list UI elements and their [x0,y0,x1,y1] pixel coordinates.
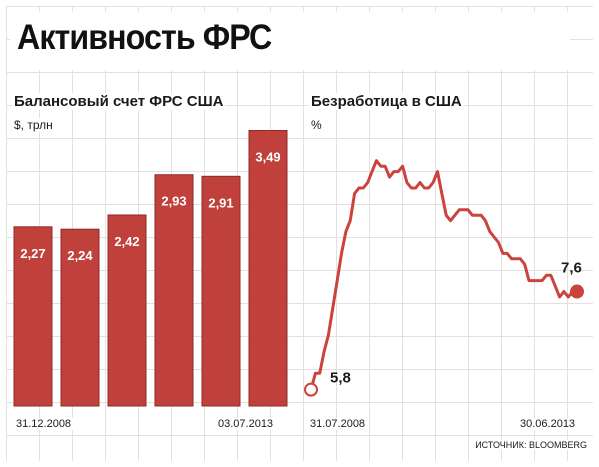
bar-5 [201,175,241,407]
unemployment-line [309,159,579,392]
line-chart-unit-label: % [309,118,324,132]
bar-series: 2,27 2,24 2,42 2,93 2,91 3,49 [13,130,288,407]
bar-6 [248,130,288,407]
line-end-value-label: 7,6 [561,260,582,277]
line-series: 5,8 7,6 [304,159,584,397]
bar-value-label-2: 2,24 [67,248,93,263]
line-start-marker [304,382,318,397]
bar-2 [60,228,100,407]
bar-4 [154,174,194,407]
line-x-tick-start: 31.07.2008 [308,418,368,430]
bar-1 [13,226,53,407]
bar-value-label-3: 2,42 [114,234,139,249]
line-chart-title: Безработица в США [309,93,464,110]
bar-3 [107,214,147,407]
chart-grid-background [6,6,593,461]
chart-title: Активность ФРС [17,18,272,57]
bar-value-label-4: 2,93 [161,194,186,209]
bar-value-label-1: 2,27 [20,246,45,261]
bar-chart-unit-label: $, трлн [12,118,55,132]
bar-x-tick-start: 31.12.2008 [14,418,74,430]
bar-value-label-5: 2,91 [208,195,233,210]
bar-value-label-6: 3,49 [255,150,280,165]
line-x-tick-end: 30.06.2013 [518,418,578,430]
bar-x-tick-end: 03.07.2013 [216,418,276,430]
source-note: ИСТОЧНИК: BLOOMBERG [473,440,589,450]
bar-chart-title: Балансовый счет ФРС США [12,93,226,110]
line-end-marker [570,284,584,299]
line-start-value-label: 5,8 [330,370,351,387]
title-box [10,12,570,70]
